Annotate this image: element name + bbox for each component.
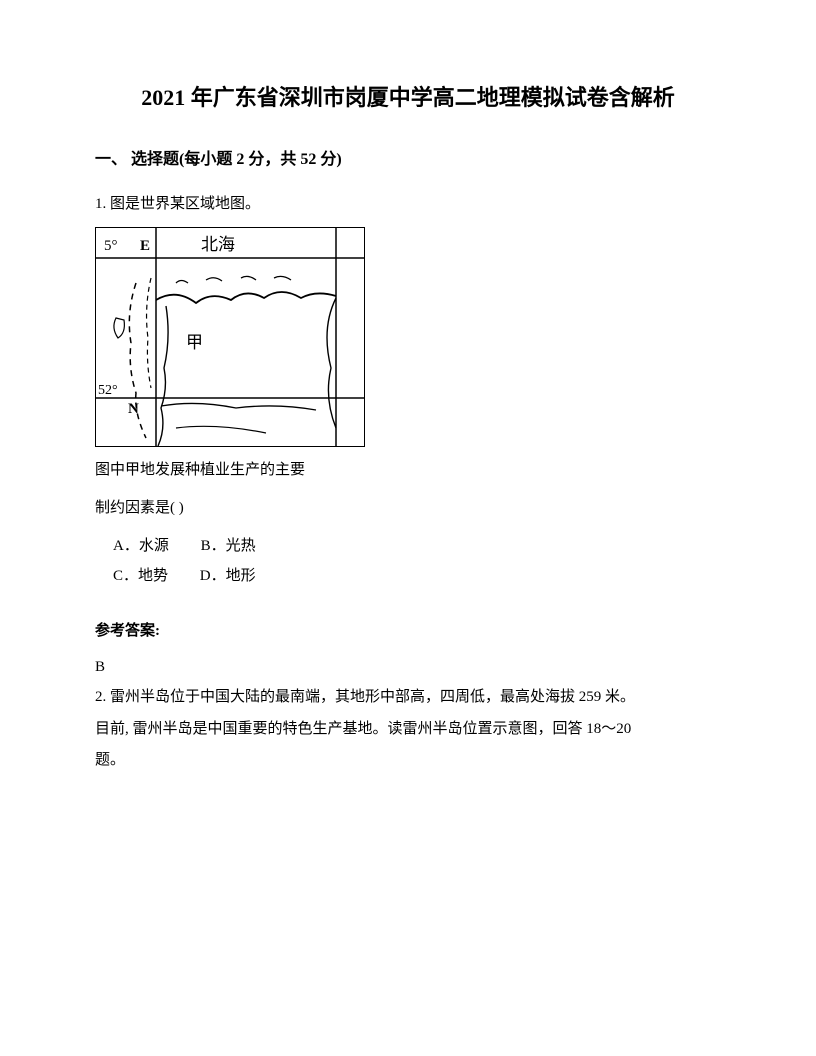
map-svg: 5° E 北海 52° N 甲 [96, 228, 365, 447]
map-figure: 5° E 北海 52° N 甲 [95, 227, 365, 447]
q1-subtext-1: 图中甲地发展种植业生产的主要 [95, 455, 721, 485]
opt-b-text: 光热 [226, 538, 256, 554]
page-title: 2021 年广东省深圳市岗厦中学高二地理模拟试卷含解析 [95, 80, 721, 115]
opt-c-text: 地势 [138, 568, 168, 584]
map-label-north-sea: 北海 [201, 235, 235, 254]
opt-c-label: C． [113, 568, 138, 584]
opt-b-label: B． [201, 538, 226, 554]
opt-d-text: 地形 [226, 568, 256, 584]
map-label-52: 52° [98, 383, 118, 398]
q1-prompt: 1. 图是世界某区域地图。 [95, 189, 721, 219]
q1-options-row-2: C．地势 D．地形 [95, 561, 721, 591]
q1-option-b: B．光热 [201, 531, 256, 561]
q1-answer: B [95, 652, 721, 682]
map-label-5: 5° [104, 238, 118, 254]
q1-subtext-2: 制约因素是( ) [95, 493, 721, 523]
opt-d-label: D． [200, 568, 226, 584]
section-header: 一、 选择题(每小题 2 分，共 52 分) [95, 145, 721, 169]
map-label-E: E [140, 238, 150, 254]
q1-options-row-1: A．水源 B．光热 [95, 531, 721, 561]
q2-line-3: 题。 [95, 745, 721, 777]
map-label-jia: 甲 [186, 333, 203, 352]
q1-option-c: C．地势 [113, 561, 168, 591]
opt-a-text: 水源 [139, 538, 169, 554]
opt-a-label: A． [113, 538, 139, 554]
q2-line-1: 2. 雷州半岛位于中国大陆的最南端，其地形中部高，四周低，最高处海拔 259 米… [95, 682, 721, 714]
q2-line-2: 目前, 雷州半岛是中国重要的特色生产基地。读雷州半岛位置示意图，回答 18～20 [95, 714, 721, 746]
answer-label: 参考答案: [95, 619, 721, 640]
q1-option-a: A．水源 [113, 531, 169, 561]
q1-option-d: D．地形 [200, 561, 256, 591]
